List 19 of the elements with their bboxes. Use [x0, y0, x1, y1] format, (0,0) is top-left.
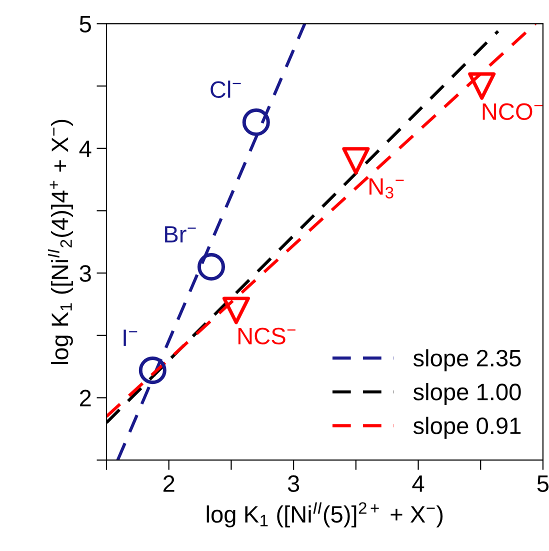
x-tick-label: 5 — [537, 476, 549, 492]
text: log K$_{1}$ ([Ni$^{II}$(5)]$^{2+}$ + X$^{−}$) — [206, 502, 443, 528]
annotation: NCS$^{−}$ — [238, 328, 296, 344]
legend-label: slope 1.00 — [413, 383, 521, 406]
x-tick-label: 4 — [412, 476, 424, 492]
x-tick-label: 3 — [288, 475, 300, 492]
annotation: NCO$^{−}$ — [482, 103, 542, 120]
legend-label: slope 0.91 — [413, 416, 521, 439]
annotation: Br$^{−}$ — [165, 226, 196, 242]
text: log K$_{1}$ ([Ni$^{II}$$_{2}$(4)]4$^{+}$ + X$^{−}$) — [48, 120, 73, 364]
y-tick-label: 5 — [80, 16, 91, 32]
y-tick-label: 2 — [80, 390, 91, 406]
legend-label: slope 2.35 — [413, 349, 521, 372]
annotation: Cl$^{−}$ — [210, 80, 241, 98]
x-tick-label: 2 — [163, 475, 174, 492]
annotation: I$^{−}$ — [124, 330, 138, 346]
y-tick-label: 4 — [79, 140, 92, 157]
annotation: N$_{3}$$^{−}$ — [370, 178, 404, 198]
y-tick-label: 3 — [80, 265, 91, 282]
